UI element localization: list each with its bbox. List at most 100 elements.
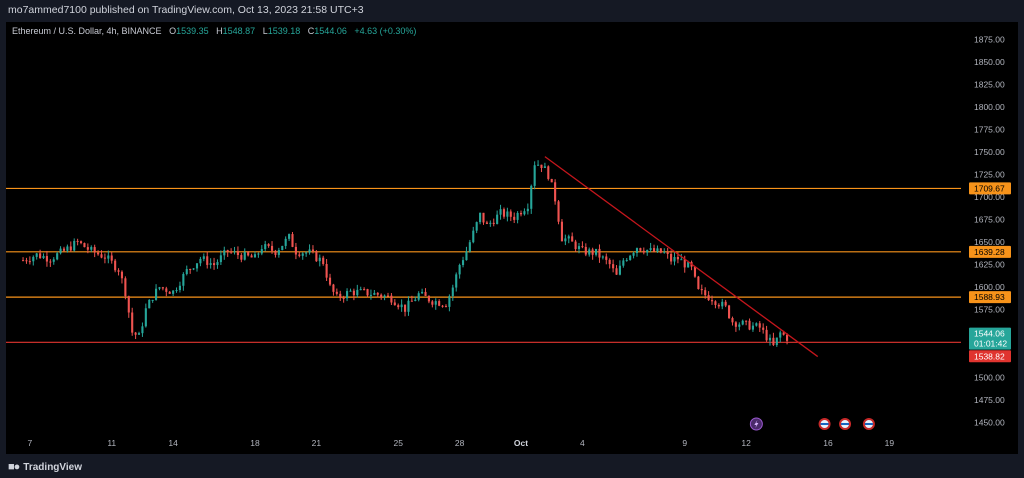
candle-body — [141, 326, 144, 334]
candle-body — [390, 295, 393, 303]
candlestick-chart[interactable]: 1875.00 1850.00 1825.00 1800.00 1775.00 1750.… — [6, 22, 1018, 454]
candle-body — [291, 234, 294, 247]
candle-body — [557, 201, 560, 222]
candle-body — [274, 250, 277, 255]
chart-area[interactable]: 1875.00 1850.00 1825.00 1800.00 1775.00 1750.… — [6, 22, 1018, 454]
candle-body — [642, 250, 645, 253]
support-price-tag — [969, 350, 1011, 363]
candle-body — [301, 253, 304, 256]
candle-body — [509, 211, 512, 217]
y-tick-label: 1725.00 — [974, 170, 1005, 180]
y-tick-label: 1800.00 — [974, 102, 1005, 112]
y-tick-label: 1850.00 — [974, 57, 1005, 67]
candle-body — [441, 305, 444, 307]
candle-body — [311, 249, 315, 252]
candle-body — [315, 251, 318, 262]
countdown-text: 01:01:42 — [974, 339, 1007, 349]
y-tick-label: 1825.00 — [974, 80, 1005, 90]
candle-body — [281, 245, 284, 251]
level-price-text: 1639.28 — [974, 247, 1005, 257]
flag-stripe — [841, 423, 850, 425]
candle-body — [772, 337, 775, 346]
x-tick-label: 16 — [823, 438, 833, 448]
candle-body — [745, 320, 748, 322]
candle-body — [704, 290, 707, 296]
candle-body — [612, 264, 615, 269]
y-tick-label: 1675.00 — [974, 215, 1005, 225]
candle-body — [482, 212, 485, 223]
candle-body — [530, 185, 533, 209]
candle-body — [260, 249, 263, 254]
candle-body — [407, 300, 410, 312]
candle-body — [659, 248, 662, 253]
candle-body — [151, 299, 154, 301]
candle-body — [172, 290, 175, 294]
candle-body — [499, 209, 502, 215]
candle-body — [359, 289, 362, 291]
candle-body — [738, 324, 741, 327]
y-tick-label: 1450.00 — [974, 417, 1005, 427]
candle-body — [414, 299, 417, 301]
candle-body — [107, 255, 110, 259]
published-info: mo7ammed7100 published on TradingView.co… — [8, 4, 364, 16]
candle-body — [383, 295, 386, 298]
candle-body — [492, 222, 495, 224]
low-label: L — [262, 26, 268, 36]
candle-body — [670, 253, 673, 262]
candle-body — [131, 312, 134, 333]
candle-body — [717, 304, 720, 307]
symbol-legend: Ethereum / U.S. Dollar, 4h, BINANCE O153… — [12, 26, 416, 36]
candle-body — [403, 304, 407, 312]
candle-body — [195, 263, 199, 269]
candle-body — [594, 248, 598, 255]
candle-body — [79, 241, 83, 244]
high-label: H — [216, 26, 223, 36]
tradingview-logo[interactable]: ■● TradingView — [8, 461, 82, 473]
candle-body — [785, 334, 789, 341]
level-price-tag — [969, 182, 1011, 195]
candle-body — [427, 295, 430, 302]
candle-body — [66, 246, 69, 251]
candle-body — [768, 337, 772, 341]
y-tick-label: 1625.00 — [974, 260, 1005, 270]
candle-body — [189, 269, 192, 271]
y-tick-label: 1575.00 — [974, 305, 1005, 315]
tradingview-brand: TradingView — [23, 461, 83, 473]
candle-body — [731, 318, 734, 323]
candle-body — [223, 250, 226, 256]
candle-body — [779, 332, 782, 338]
candle-body — [216, 262, 219, 266]
y-tick-label: 1700.00 — [974, 192, 1005, 202]
candle-body — [577, 246, 581, 250]
candle-body — [680, 259, 683, 261]
close-value: 1544.06 — [314, 26, 347, 36]
candle-body — [673, 257, 676, 262]
x-tick-label: 4 — [580, 438, 585, 448]
candle-body — [455, 274, 458, 288]
candle-body — [707, 295, 710, 301]
candle-body — [28, 261, 31, 263]
candle-body — [49, 261, 52, 263]
candle-body — [42, 256, 45, 259]
candle-body — [318, 257, 321, 262]
candle-body — [649, 248, 652, 250]
candle-body — [288, 234, 291, 239]
candle-body — [386, 295, 390, 297]
candle-body — [363, 289, 366, 291]
y-tick-label: 1775.00 — [974, 125, 1005, 135]
candle-body — [86, 247, 89, 250]
candle-body — [165, 288, 168, 292]
candle-body — [601, 256, 604, 258]
candle-body — [328, 277, 332, 285]
candle-body — [714, 301, 717, 305]
candle-body — [52, 259, 55, 262]
candle-body — [175, 290, 178, 292]
candle-body — [550, 178, 553, 183]
current-price-text: 1544.06 — [974, 329, 1005, 339]
candle-body — [230, 251, 233, 253]
candle-body — [134, 332, 137, 335]
candle-body — [666, 251, 669, 254]
candle-body — [537, 164, 540, 166]
candle-body — [270, 245, 274, 251]
candle-body — [417, 293, 420, 300]
